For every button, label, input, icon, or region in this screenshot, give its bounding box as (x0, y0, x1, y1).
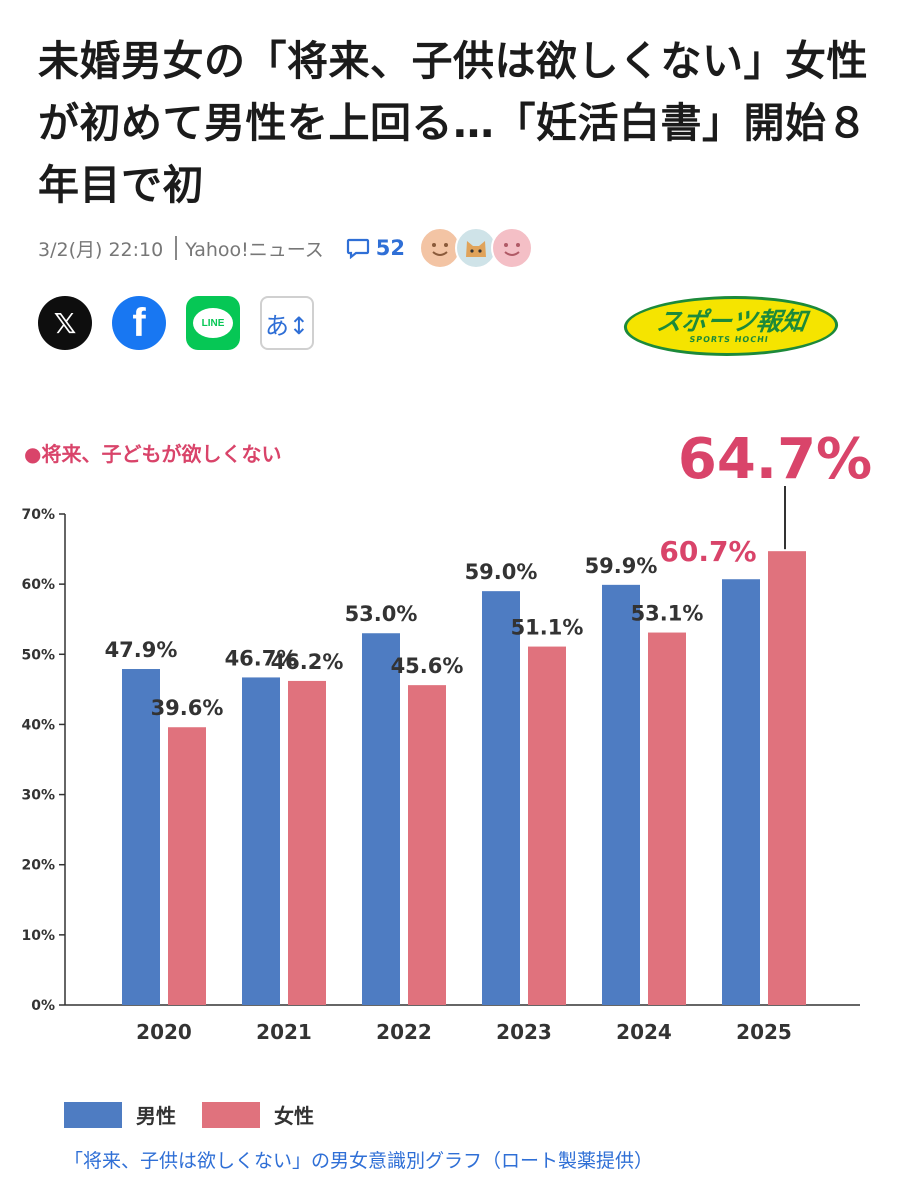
legend-label-female: 女性 (274, 1104, 314, 1128)
share-x-button[interactable]: 𝕏 (38, 296, 92, 350)
comment-count: 52 (375, 236, 406, 260)
bar-male (722, 579, 760, 1005)
x-tick-label: 2020 (136, 1020, 192, 1044)
x-tick-label: 2023 (496, 1020, 552, 1044)
article-date: 3/2(月) 22:10 (38, 238, 164, 261)
bar-female (168, 727, 206, 1005)
y-tick-label: 40% (21, 717, 55, 733)
legend-item-female: 女性 (202, 1100, 314, 1129)
share-line-button[interactable]: LINE (186, 296, 240, 350)
font-size-icon: あ↕ (264, 311, 310, 340)
share-bar: 𝕏 f LINE あ↕ (38, 296, 334, 350)
chart-legend: 男性 女性 (64, 1100, 340, 1129)
data-label-male: 47.9% (105, 638, 178, 662)
comments-button[interactable]: 52 (346, 236, 405, 260)
y-tick-label: 60% (21, 577, 55, 593)
data-label-male: 59.0% (465, 560, 538, 584)
data-label-female: 64.7% (678, 427, 872, 492)
x-tick-label: 2021 (256, 1020, 312, 1044)
data-label-female: 45.6% (391, 654, 464, 678)
bar-female (408, 685, 446, 1005)
data-label-female: 46.2% (271, 650, 344, 674)
chart-caption[interactable]: 「将来、子供は欲しくない」の男女意識別グラフ（ロート製薬提供） (64, 1150, 654, 1172)
legend-label-male: 男性 (136, 1104, 176, 1128)
data-label-male: 53.0% (345, 602, 418, 626)
bar-female (768, 551, 806, 1005)
meta-divider (175, 236, 178, 260)
chart-title: ●将来、子どもが欲しくない (24, 438, 281, 467)
data-label-male: 46.7% (225, 646, 298, 670)
x-icon: 𝕏 (53, 306, 77, 340)
x-tick-label: 2022 (376, 1020, 432, 1044)
cat-face-icon (455, 227, 498, 269)
data-label-female: 53.1% (631, 602, 704, 626)
chart-title-text: ●将来、子どもが欲しくない (24, 442, 282, 466)
legend-swatch-female (202, 1101, 260, 1128)
sports-hochi-logo: スポーツ報知 SPORTS HOCHI (619, 296, 843, 356)
smile-face-icon (419, 227, 462, 269)
y-tick-label: 0% (31, 998, 55, 1014)
data-label-female: 39.6% (151, 696, 224, 720)
y-tick-label: 10% (21, 928, 55, 944)
smile-face-icon (491, 227, 534, 269)
font-size-button[interactable]: あ↕ (260, 296, 314, 350)
bar-female (288, 680, 326, 1005)
bar-male (242, 677, 280, 1005)
bar-male (602, 584, 640, 1005)
share-facebook-button[interactable]: f (112, 296, 166, 350)
bar-male (122, 669, 160, 1005)
data-label-male: 59.9% (585, 554, 658, 578)
bar-female (528, 646, 566, 1005)
y-tick-label: 50% (21, 647, 55, 663)
logo-sub-text: SPORTS HOCHI (688, 334, 770, 344)
bar-male (362, 633, 400, 1005)
legend-item-male: 男性 (64, 1100, 176, 1129)
comment-icon (346, 238, 369, 259)
y-tick-label: 30% (21, 788, 55, 804)
x-tick-label: 2024 (616, 1020, 672, 1044)
legend-swatch-male (64, 1101, 122, 1128)
data-label-male: 60.7% (659, 535, 756, 568)
facebook-icon: f (132, 300, 146, 345)
bar-male (482, 591, 520, 1005)
y-tick-label: 70% (21, 507, 55, 523)
article-headline: 未婚男女の「将来、子供は欲しくない」女性が初めて男性を上回る…「妊活白書」開始８… (38, 37, 868, 209)
x-tick-label: 2025 (736, 1020, 792, 1044)
logo-main-text: スポーツ報知 (654, 306, 809, 336)
bar-chart: 0% 10% 20% 30% 40% 50% 60% 70% 2020 47.9% 39.6% 202… (21, 427, 872, 1044)
line-icon: LINE (193, 308, 233, 338)
article-source: Yahoo!ニュース (185, 238, 324, 261)
reaction-avatars[interactable] (419, 227, 534, 269)
y-tick-label: 20% (21, 858, 55, 874)
article-meta: 3/2(月) 22:10 Yahoo!ニュース 52 (38, 227, 534, 269)
bar-female (648, 632, 686, 1005)
data-label-female: 51.1% (511, 616, 584, 640)
